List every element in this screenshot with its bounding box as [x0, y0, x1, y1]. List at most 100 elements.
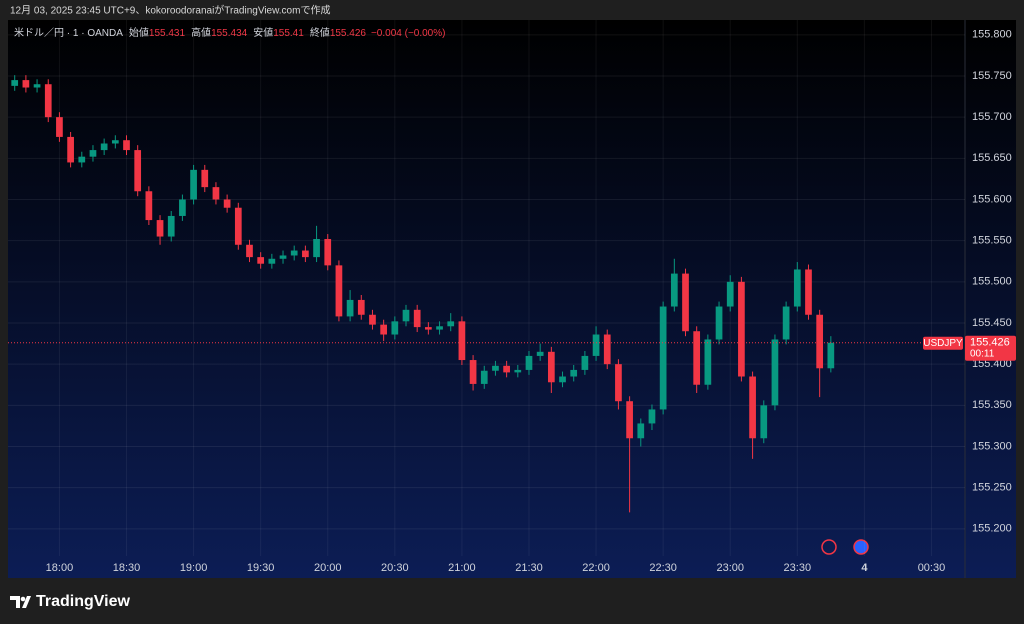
x-tick-label: 19:30: [247, 562, 275, 574]
candle-body: [145, 191, 153, 221]
candle-body: [380, 324, 387, 335]
x-tick-label: 21:30: [515, 562, 543, 574]
x-tick-label: 20:00: [314, 562, 342, 574]
candle-body: [738, 281, 745, 377]
candle-body: [782, 306, 790, 340]
candle-body: [413, 309, 421, 328]
candle-body: [603, 334, 611, 365]
candle-body: [167, 215, 175, 237]
candle-body: [771, 339, 779, 406]
x-tick-label: 4: [861, 562, 868, 574]
x-tick-label: 22:00: [582, 562, 610, 574]
candle-body: [33, 84, 41, 88]
candle-body: [11, 80, 19, 86]
candle-body: [179, 199, 186, 216]
legend-line: 米ドル／円 · 1 · OANDA 始値155.431 高値155.434 安値155…: [14, 26, 445, 39]
candle-body: [637, 423, 645, 439]
candle-body: [615, 364, 622, 402]
x-tick-label: 19:00: [180, 562, 208, 574]
candle-body: [279, 255, 287, 259]
candle-body: [44, 84, 52, 118]
candle-body: [704, 339, 712, 385]
candle-body: [302, 250, 309, 258]
candle-body: [22, 80, 30, 88]
candle-body: [357, 299, 365, 315]
y-tick-label: 155.300: [972, 440, 1012, 452]
y-tick-label: 155.550: [972, 235, 1012, 247]
candle-body: [324, 239, 332, 266]
legend-label: 始値: [129, 26, 149, 39]
candle-body: [827, 342, 835, 369]
brand: TradingView: [36, 593, 131, 610]
candle-body: [223, 199, 231, 208]
candle-body: [335, 265, 343, 317]
legend-label: 安値: [253, 26, 273, 39]
candle-body: [257, 257, 265, 264]
candle-body: [480, 370, 488, 384]
legend-label: 高値: [191, 26, 211, 39]
candle-body: [78, 156, 86, 163]
legend-value: 155.431: [149, 28, 186, 39]
candle-body: [536, 351, 544, 356]
x-tick-label: 20:30: [381, 562, 409, 574]
candle-body: [313, 239, 320, 258]
candle-body: [503, 365, 510, 373]
x-tick-label: 22:30: [649, 562, 677, 574]
candle-body: [559, 376, 566, 383]
candle-body: [201, 169, 209, 188]
candle-body: [246, 244, 253, 258]
candle-body: [670, 273, 678, 307]
candle-body: [581, 355, 589, 370]
logo-mark: [10, 596, 31, 608]
candle-body: [592, 334, 600, 356]
candle-body: [391, 321, 399, 335]
legend-value: 155.434: [211, 28, 248, 39]
x-tick-label: 18:00: [46, 562, 74, 574]
x-tick-label: 21:00: [448, 562, 476, 574]
legend-change: −0.004 (−0.00%): [371, 28, 446, 39]
event-icon: [821, 539, 837, 555]
candle-body: [212, 187, 220, 200]
legend-value: 155.41: [273, 28, 304, 39]
candle-body: [156, 220, 164, 237]
y-tick-label: 155.600: [972, 193, 1012, 205]
candle-body: [346, 299, 354, 317]
candle-body: [111, 140, 119, 144]
candle-body: [123, 140, 130, 151]
candle-body: [693, 331, 701, 385]
y-tick-label: 155.450: [972, 317, 1012, 329]
candle-body: [626, 401, 633, 439]
y-tick-label: 155.750: [972, 70, 1012, 82]
candle-body: [760, 405, 768, 439]
event-icons: [821, 539, 869, 555]
x-tick-label: 00:30: [918, 562, 946, 574]
price-tag: [965, 335, 1016, 361]
y-tick-label: 155.200: [972, 523, 1012, 535]
candle-body: [234, 207, 242, 245]
candle-body: [659, 306, 667, 410]
candle-body: [793, 269, 801, 307]
price-tag-value: 155.426: [970, 337, 1010, 349]
candle-body: [56, 117, 63, 137]
candle-body: [447, 321, 455, 327]
y-tick-label: 155.400: [972, 358, 1012, 370]
y-tick-label: 155.350: [972, 399, 1012, 411]
y-tick-label: 155.700: [972, 111, 1012, 123]
candle-body: [726, 281, 734, 307]
candle-body: [425, 327, 432, 330]
x-tick-label: 23:30: [784, 562, 812, 574]
candle-body: [268, 258, 276, 264]
logo-dot: [20, 596, 26, 602]
candle-body: [290, 250, 298, 256]
candle-body: [469, 360, 477, 384]
legend-symbol: 米ドル／円 · 1 · OANDA: [14, 26, 123, 39]
candle-body: [570, 369, 578, 377]
y-tick-label: 155.250: [972, 482, 1012, 494]
candle-body: [89, 150, 97, 157]
candle-body: [492, 365, 499, 371]
candle-body: [682, 273, 689, 332]
price-tag-countdown: 00:11: [970, 348, 995, 359]
y-tick-label: 155.650: [972, 152, 1012, 164]
candle-body: [816, 314, 824, 369]
